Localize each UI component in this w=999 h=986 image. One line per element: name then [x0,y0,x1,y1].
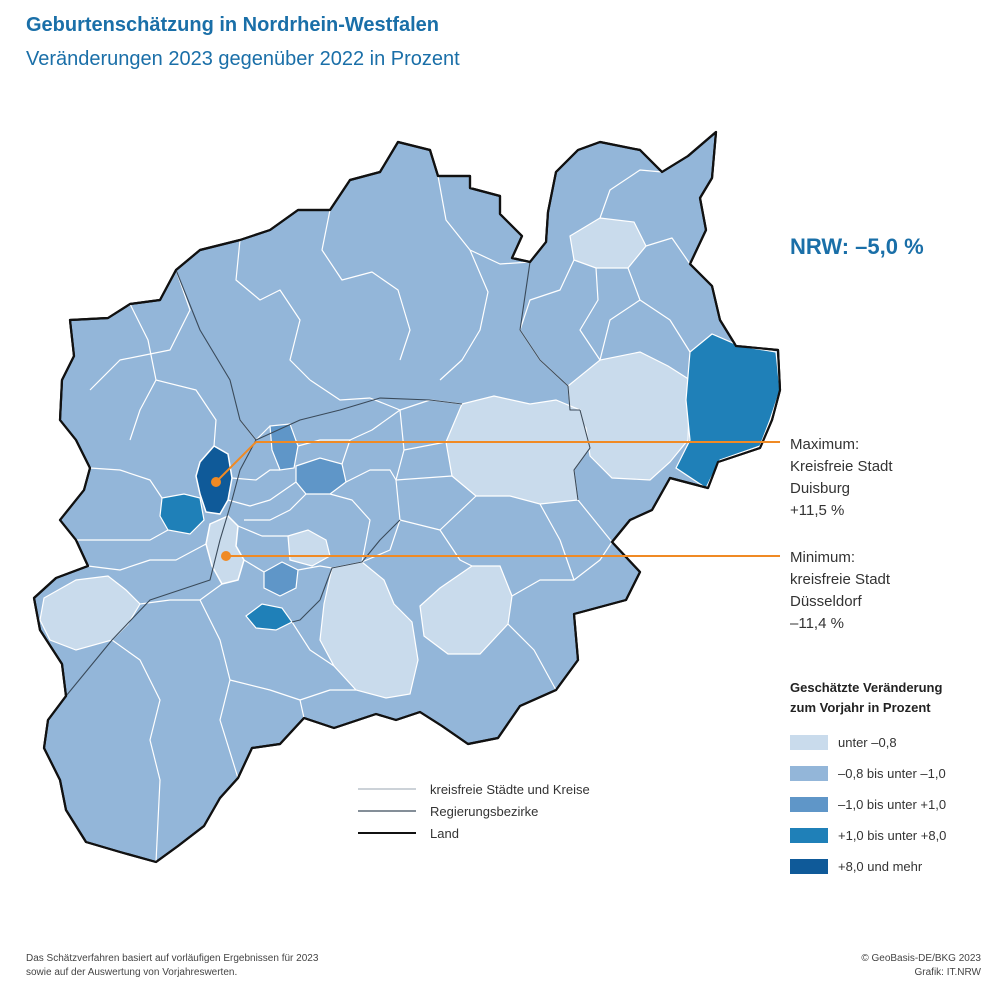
legend-swatch [790,765,828,781]
legend-title-line: zum Vorjahr in Prozent [790,700,931,715]
marker-duisburg [211,477,221,487]
boundary-legend-item: kreisfreie Städte und Kreise [358,778,658,800]
region-class-1 [569,217,647,269]
legend-swatch [790,796,828,812]
map-subtitle: Veränderungen 2023 gegenüber 2022 in Pro… [26,48,460,70]
callout-maximum-line: Kreisfreie Stadt [790,458,893,475]
graphic-credit-line: Grafik: IT.NRW [914,967,981,978]
map-title: Geburtenschätzung in Nordrhein-Westfalen [26,14,439,36]
state-line-sample [358,832,416,834]
credits: © GeoBasis-DE/BKG 2023 Grafik: IT.NRW [861,952,981,980]
leader-lines [215,441,780,557]
legend-label: +8,0 und mehr [838,858,923,874]
color-legend: Geschätzte Veränderung zum Vorjahr in Pr… [790,678,990,887]
methodology-note: Das Schätzverfahren basiert auf vorläufi… [26,952,318,980]
callout-minimum-value: –11,4 % [790,615,844,632]
region-class-1 [419,565,513,655]
callout-maximum-line: Duisburg [790,480,851,497]
legend-swatch [790,827,828,843]
methodology-note-line: Das Schätzverfahren basiert auf vorläufi… [26,953,319,964]
legend-item: +8,0 und mehr [790,856,990,876]
boundary-legend-label: Land [430,825,459,841]
legend-label: +1,0 bis unter +8,0 [838,827,947,843]
boundary-legend-label: Regierungsbezirke [430,803,539,819]
methodology-note-line: sowie auf der Auswertung von Vorjahreswe… [26,967,238,978]
state-nrw [32,130,782,864]
legend-item: +1,0 bis unter +8,0 [790,825,990,845]
state-border [32,130,782,864]
leader-line-maximum [215,441,780,483]
legend-swatch [790,858,828,874]
district-line-sample [358,810,416,812]
county-line-sample [358,788,416,790]
region-class-4 [675,333,781,489]
callout-maximum-line: Maximum: [790,436,860,453]
region-class-3 [295,457,347,495]
legend-label: –0,8 bis unter –1,0 [838,765,946,781]
callout-maximum-value: +11,5 % [790,502,845,519]
callout-minimum: Minimum: kreisfreie Stadt Düsseldorf –11… [790,547,890,635]
legend-label: unter –0,8 [838,734,897,750]
region-class-1 [39,575,141,651]
boundary-legend-item: Regierungsbezirke [358,800,658,822]
legend-item: –1,0 bis unter +1,0 [790,794,990,814]
boundary-legend-item: Land [358,822,658,844]
boundary-legend-label: kreisfreie Städte und Kreise [430,781,590,797]
region-class-3 [263,561,299,597]
nrw-total-value: NRW: –5,0 % [790,234,924,259]
region-class-1 [567,351,691,481]
legend-title: Geschätzte Veränderung zum Vorjahr in Pr… [790,678,990,718]
legend-title-line: Geschätzte Veränderung [790,680,943,695]
legend-label: –1,0 bis unter +1,0 [838,796,947,812]
callout-maximum: Maximum: Kreisfreie Stadt Duisburg +11,5… [790,434,893,522]
region-duesseldorf [205,515,245,585]
callout-minimum-line: kreisfreie Stadt [790,571,891,588]
copyright-line: © GeoBasis-DE/BKG 2023 [861,953,981,964]
district-boundaries [65,261,591,697]
region-class-1 [319,561,419,699]
region-class-1 [445,395,591,505]
callout-minimum-line: Minimum: [790,549,856,566]
region-class-4 [159,493,205,535]
callout-minimum-line: Düsseldorf [790,593,862,610]
boundary-legend: kreisfreie Städte und Kreise Regierungsb… [358,778,658,844]
marker-duesseldorf [221,551,231,561]
legend-item: unter –0,8 [790,732,990,752]
legend-swatch [790,734,828,750]
legend-item: –0,8 bis unter –1,0 [790,763,990,783]
county-boundaries [76,169,691,863]
